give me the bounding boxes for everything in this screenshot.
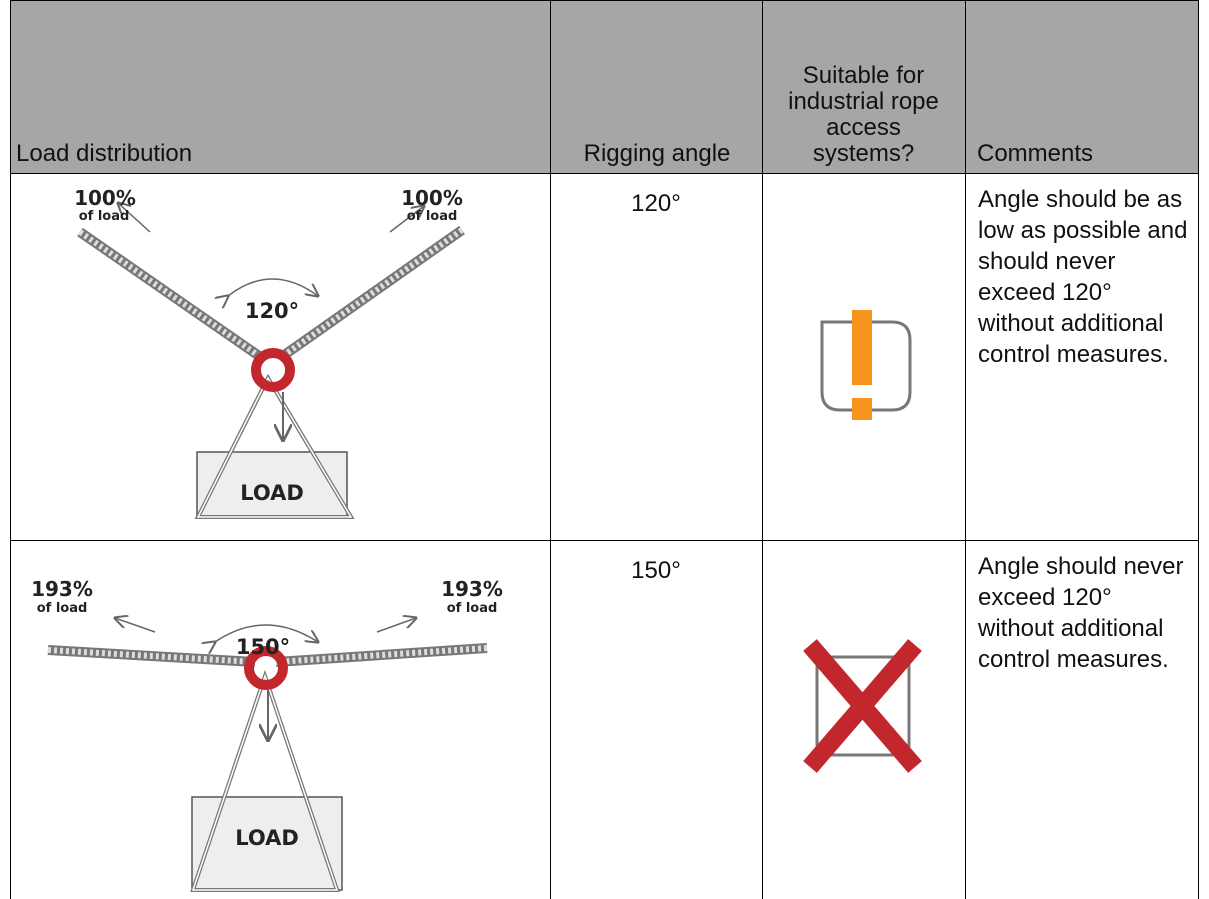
rigging-diagram: 100% of load 100% of load 120° LOAD	[74, 186, 465, 519]
comment: Angle should never exceed 120° without a…	[978, 553, 1184, 673]
border	[10, 540, 1199, 541]
load-percent: 100%	[74, 186, 136, 210]
header-cell: Rigging angle	[550, 0, 762, 173]
angle-label: 120°	[245, 299, 299, 323]
header-cell: Suitable for industrial rope access syst…	[762, 0, 965, 173]
border	[10, 0, 11, 899]
border	[550, 0, 551, 899]
border	[10, 0, 1199, 1]
load-note: of load	[447, 601, 498, 616]
border	[762, 0, 763, 899]
load-note: of load	[37, 601, 88, 616]
border	[965, 0, 966, 899]
box-label: LOAD	[235, 826, 299, 850]
angle-label: 150°	[236, 635, 290, 659]
rigging-angle: 150°	[631, 557, 681, 584]
header-text: Rigging angle	[583, 140, 731, 167]
load-percent: 193%	[441, 577, 503, 601]
box-label: LOAD	[240, 481, 304, 505]
caution-icon	[820, 310, 912, 420]
load-note: of load	[79, 209, 130, 224]
header-text: Comments	[977, 140, 1094, 167]
load-percent: 100%	[401, 186, 463, 210]
comment: Angle should be as low as possible and s…	[978, 186, 1188, 368]
border	[1198, 0, 1199, 899]
rigging-diagram: 193% of load 193% of load 150° LOAD	[31, 577, 503, 892]
not-suitable-icon	[803, 639, 922, 773]
header-cell: Load distribution	[10, 0, 550, 173]
rigging-angle: 120°	[631, 190, 681, 217]
border	[10, 173, 1199, 174]
header-text: Load distribution	[16, 140, 193, 167]
header-text: Suitable for industrial rope access syst…	[788, 62, 939, 167]
load-note: of load	[407, 209, 458, 224]
load-percent: 193%	[31, 577, 93, 601]
header-cell: Comments	[965, 0, 1198, 173]
